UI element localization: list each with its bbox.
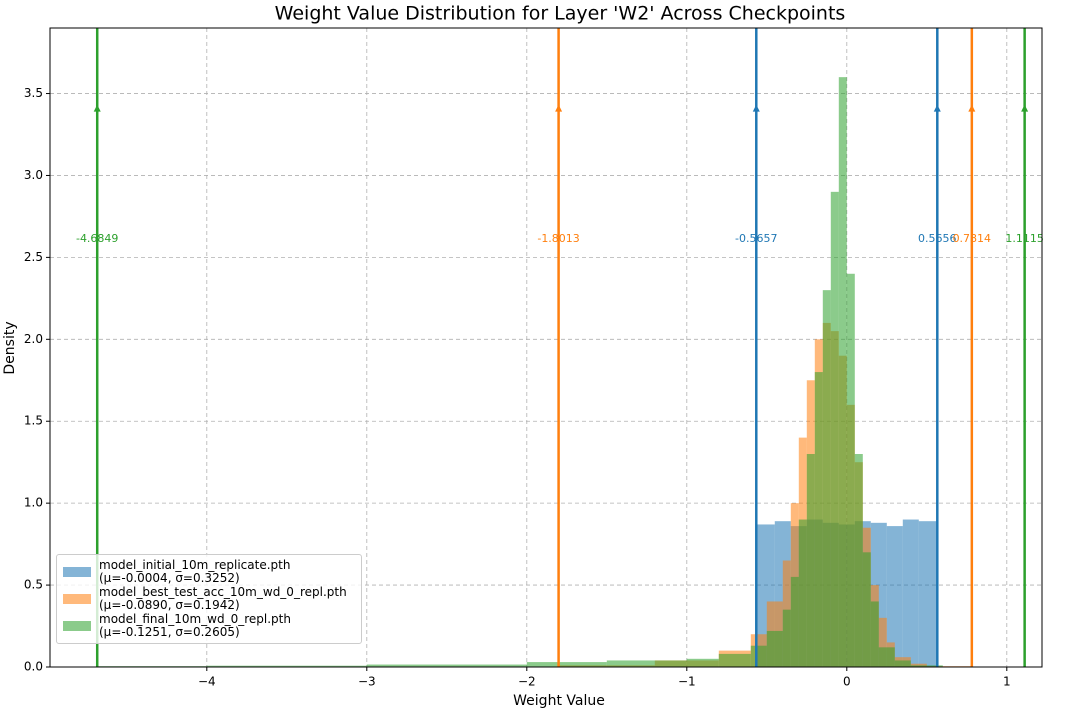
- histogram-bar: [782, 609, 791, 667]
- histogram-bar: [206, 665, 367, 667]
- x-tick-label: −4: [198, 675, 216, 689]
- y-tick-label: 1.0: [24, 496, 43, 510]
- legend: model_initial_10m_replicate.pth (μ=-0.00…: [56, 554, 362, 644]
- arrow-head: [968, 104, 976, 112]
- histogram-bar: [870, 601, 879, 667]
- histogram-bar: [838, 77, 847, 667]
- plot-frame: [49, 27, 1043, 668]
- reference-label: -0.5657: [735, 232, 777, 245]
- y-tick-label: 0.0: [24, 660, 43, 674]
- chart-title: Weight Value Distribution for Layer 'W2'…: [275, 3, 846, 25]
- histogram-bar: [894, 660, 911, 667]
- legend-entry: model_initial_10m_replicate.pth (μ=-0.00…: [63, 559, 355, 585]
- histogram-bar: [902, 519, 919, 667]
- histogram-bar: [526, 662, 607, 667]
- histogram-bar: [878, 617, 887, 667]
- y-tick-label: 3.0: [24, 168, 43, 182]
- histogram-bar: [854, 454, 863, 667]
- reference-label: -4.6849: [76, 232, 118, 245]
- histogram-bar: [830, 191, 839, 667]
- y-tick-label: 1.5: [24, 414, 43, 428]
- histogram-bar: [846, 273, 855, 667]
- histogram-bar: [918, 521, 938, 667]
- histogram-bar: [790, 576, 799, 667]
- reference-label: -1.8013: [537, 232, 579, 245]
- reference-label: 1.1115: [1005, 232, 1044, 245]
- histogram-bar: [766, 630, 783, 667]
- y-tick-label: 0.5: [24, 578, 43, 592]
- legend-label: model_initial_10m_replicate.pth (μ=-0.00…: [99, 558, 291, 585]
- arrow-head: [93, 104, 101, 112]
- arrow-head: [1021, 104, 1029, 112]
- histogram-bar: [750, 645, 767, 667]
- histogram-bar: [366, 664, 527, 667]
- legend-swatch: [63, 621, 91, 631]
- legend-label: model_best_test_acc_10m_wd_0_repl.pth (μ…: [99, 585, 347, 612]
- histogram-bar: [822, 290, 831, 667]
- x-tick-label: −2: [518, 675, 536, 689]
- y-tick-label: 2.0: [24, 332, 43, 346]
- arrow-head: [933, 104, 941, 112]
- x-tick-label: 0: [843, 675, 851, 689]
- legend-entry: model_final_10m_wd_0_repl.pth (μ=-0.1251…: [63, 613, 355, 639]
- legend-swatch: [63, 594, 91, 604]
- y-tick-label: 3.5: [24, 86, 43, 100]
- arrow-head: [752, 104, 760, 112]
- y-axis-label: Density: [2, 321, 18, 374]
- arrow-head: [555, 104, 563, 112]
- histogram-bar: [910, 665, 943, 667]
- histogram-bar: [806, 454, 815, 667]
- histogram-bar: [798, 519, 807, 667]
- histogram-bar: [606, 660, 687, 667]
- histogram-bar: [686, 658, 719, 667]
- x-tick-label: 1: [1003, 675, 1011, 689]
- x-tick-label: −3: [358, 675, 376, 689]
- histogram-bar: [878, 647, 895, 667]
- reference-label: 0.7814: [953, 232, 992, 245]
- legend-entry: model_best_test_acc_10m_wd_0_repl.pth (μ…: [63, 586, 355, 612]
- histogram-bar: [718, 653, 751, 667]
- legend-label: model_final_10m_wd_0_repl.pth (μ=-0.1251…: [99, 612, 291, 639]
- x-tick-label: −1: [678, 675, 696, 689]
- legend-swatch: [63, 567, 91, 577]
- reference-label: 0.5656: [918, 232, 957, 245]
- x-axis-label: Weight Value: [513, 693, 605, 709]
- y-tick-label: 2.5: [24, 250, 43, 264]
- histogram-bar: [862, 552, 871, 667]
- histogram-bar: [886, 526, 903, 667]
- histogram-bar: [814, 372, 823, 667]
